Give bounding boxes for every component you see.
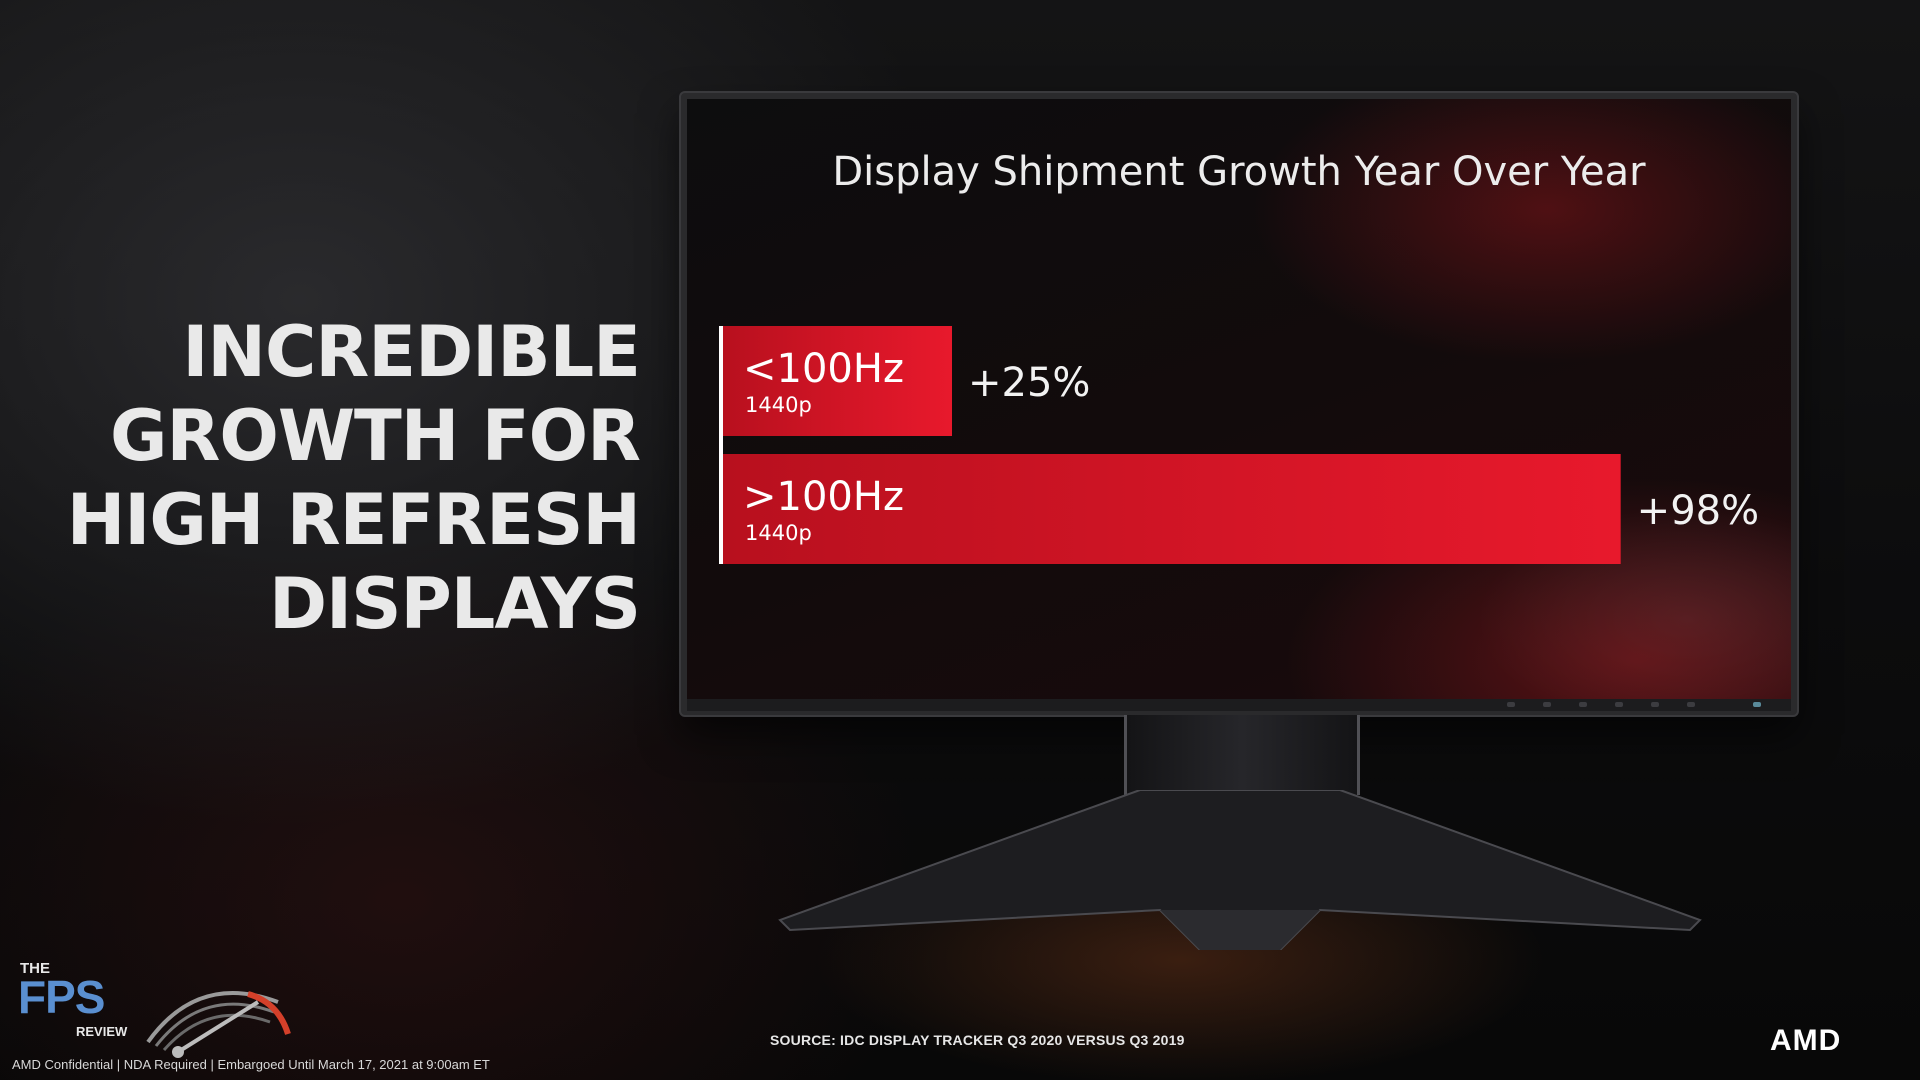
bar-category-label: <100Hz [743, 346, 904, 392]
chart-title: Display Shipment Growth Year Over Year [832, 149, 1646, 195]
bar-category-label: >100Hz [743, 474, 904, 520]
headline-line-4: DISPLAYS [268, 563, 641, 645]
monitor-button [1615, 702, 1623, 707]
headline-line-3: HIGH REFRESH [66, 479, 641, 561]
monitor-button [1543, 702, 1551, 707]
bar-category-sublabel: 1440p [745, 521, 812, 545]
headline-line-1: INCREDIBLE [182, 311, 641, 393]
bar-0 [723, 326, 952, 436]
monitor-button [1651, 702, 1659, 707]
headline: INCREDIBLE GROWTH FOR HIGH REFRESH DISPL… [20, 310, 641, 646]
bar-chart: Display Shipment Growth Year Over Year <… [719, 149, 1759, 564]
monitor: Display Shipment Growth Year Over Year <… [681, 93, 1797, 715]
monitor-button [1687, 702, 1695, 707]
bar-category-sublabel: 1440p [745, 393, 812, 417]
bar-1 [723, 454, 1621, 564]
logo-the: THE [20, 960, 50, 977]
bar-value-label: +98% [1637, 488, 1759, 534]
monitor-stand-neck [1124, 715, 1360, 795]
fps-review-logo: THE FPS REVIEW [18, 958, 291, 1058]
bar-value-label: +25% [968, 360, 1090, 406]
monitor-button [1579, 702, 1587, 707]
amd-logo: AMD [1770, 1024, 1842, 1057]
source-note: SOURCE: IDC DISPLAY TRACKER Q3 2020 VERS… [770, 1032, 1185, 1048]
monitor-bezel [687, 699, 1791, 711]
monitor-screen: Display Shipment Growth Year Over Year <… [687, 99, 1791, 699]
confidential-footer: AMD Confidential | NDA Required | Embarg… [12, 1057, 490, 1072]
monitor-stand-base [778, 790, 1702, 950]
speedometer-icon [146, 991, 291, 1058]
power-led-icon [1753, 702, 1761, 707]
logo-fps: FPS [18, 971, 105, 1023]
logo-review: REVIEW [76, 1024, 128, 1039]
headline-line-2: GROWTH FOR [109, 395, 641, 477]
monitor-button [1507, 702, 1515, 707]
